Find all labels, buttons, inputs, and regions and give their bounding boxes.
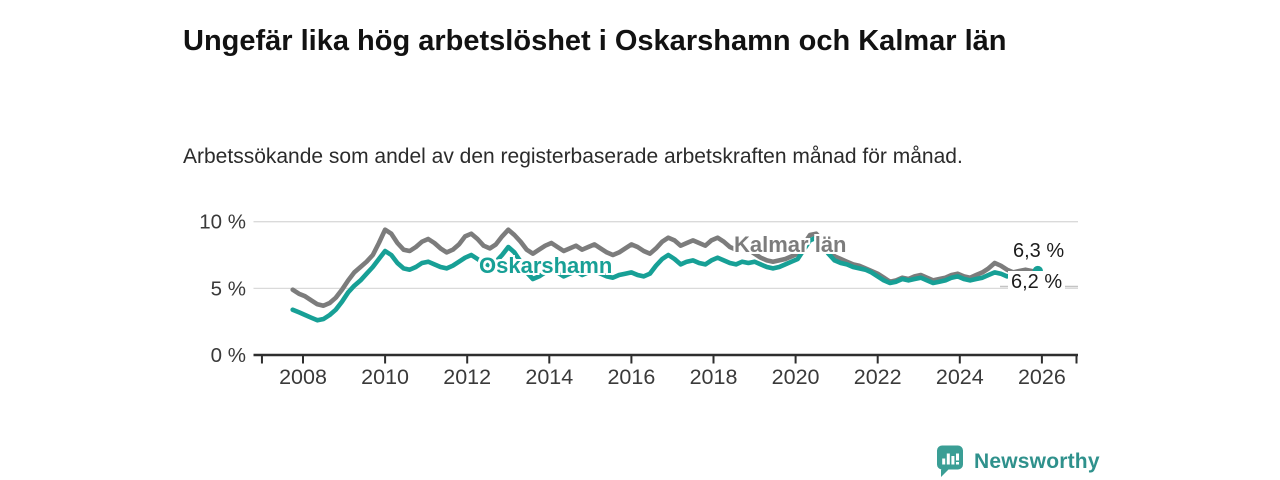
series-label-kalmar-lan: Kalmar län (734, 232, 847, 257)
x-tick-label-2024: 2024 (936, 365, 984, 389)
chart-subtitle: Arbetssökande som andel av den registerb… (183, 145, 963, 168)
x-tick-label-2022: 2022 (854, 365, 902, 389)
x-tick-label-2014: 2014 (525, 365, 573, 389)
x-tick-label-2008: 2008 (279, 365, 327, 389)
chart-title: Ungefär lika hög arbetslöshet i Oskarsha… (183, 25, 1007, 58)
x-tick-label-2016: 2016 (607, 365, 655, 389)
x-tick-label-2018: 2018 (690, 365, 738, 389)
x-tick-label-2012: 2012 (443, 365, 491, 389)
y-tick-label-10: 10 % (199, 211, 246, 234)
series-label-oskarshamn: Oskarshamn (479, 253, 613, 278)
end-value-label-oskarshamn: 6,3 % (1013, 240, 1065, 262)
newsworthy-logo[interactable]: Newsworthy (936, 445, 1100, 478)
newsworthy-logo-icon (937, 445, 963, 477)
x-tick-label-2020: 2020 (772, 365, 820, 389)
x-tick-label-2010: 2010 (361, 365, 409, 389)
newsworthy-logo-text: Newsworthy (974, 449, 1100, 473)
y-tick-label-0: 0 % (211, 344, 246, 367)
x-tick-label-2026: 2026 (1018, 365, 1066, 389)
series-line-kalmar-l-n (290, 227, 1041, 309)
y-tick-label-5: 5 % (211, 277, 246, 300)
series-line-oskarshamn (290, 235, 1041, 323)
end-value-label-kalmar-lan: 6,2 % (1008, 271, 1066, 294)
